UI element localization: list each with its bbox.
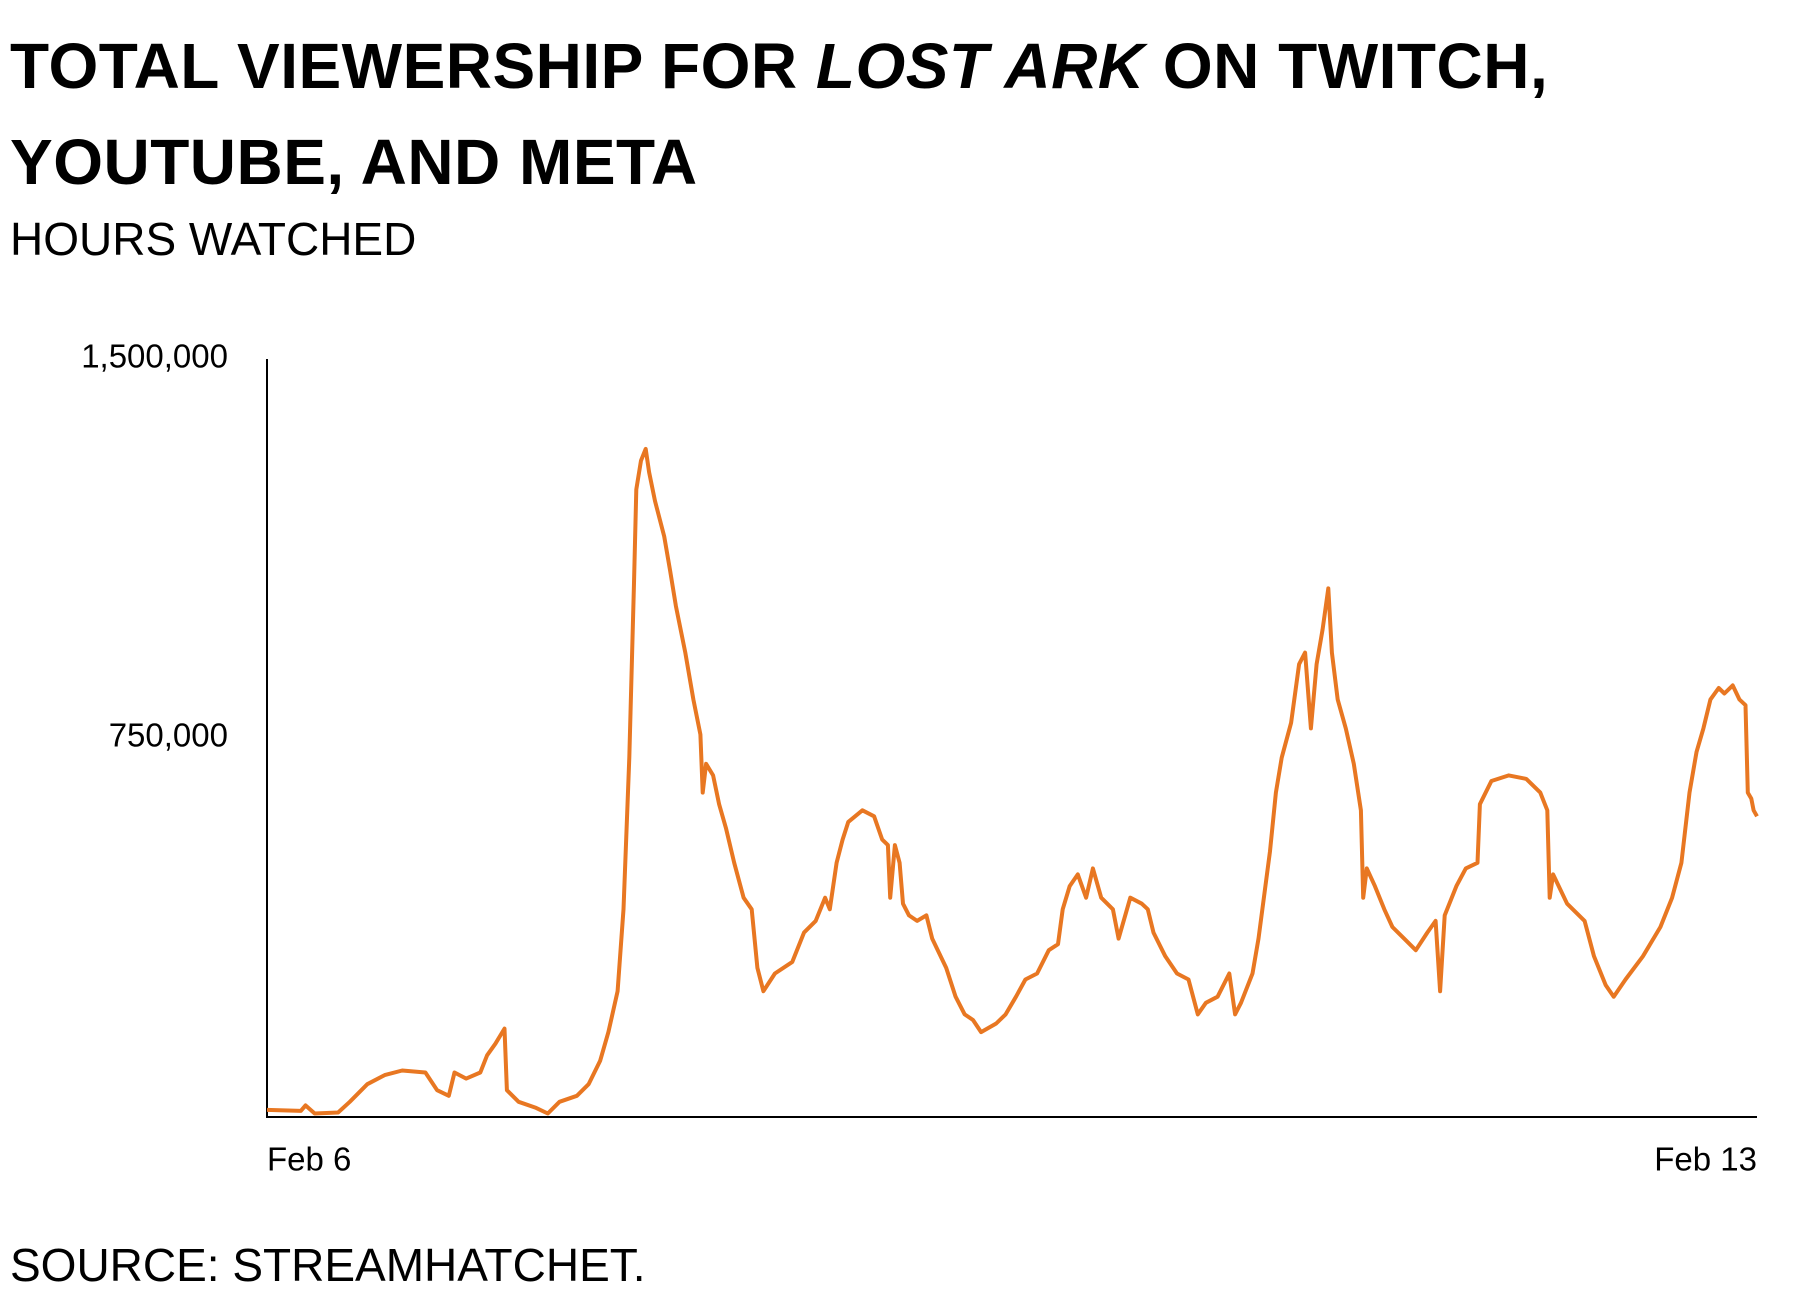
- y-tick-label: 750,000: [109, 717, 228, 754]
- chart-title: TOTAL VIEWERSHIP FOR LOST ARK ON TWITCH,…: [10, 18, 1770, 210]
- title-part: TOTAL VIEWERSHIP FOR: [10, 30, 798, 102]
- chart-subtitle: HOURS WATCHED: [10, 213, 417, 265]
- data-line: [266, 446, 1759, 1116]
- x-tick-label: Feb 13: [1654, 1141, 1757, 1178]
- title-part: LOST ARK: [815, 30, 1145, 102]
- title-part: ON TWITCH, YOUTUBE, AND META: [10, 30, 1549, 198]
- source-note: SOURCE: STREAMHATCHET.: [10, 1239, 646, 1291]
- x-tick-label: Feb 6: [267, 1141, 351, 1178]
- chart: 1,500,000 750,000 Feb 6 Feb 13: [81, 338, 1759, 1178]
- y-tick-label: 1,500,000: [81, 338, 228, 375]
